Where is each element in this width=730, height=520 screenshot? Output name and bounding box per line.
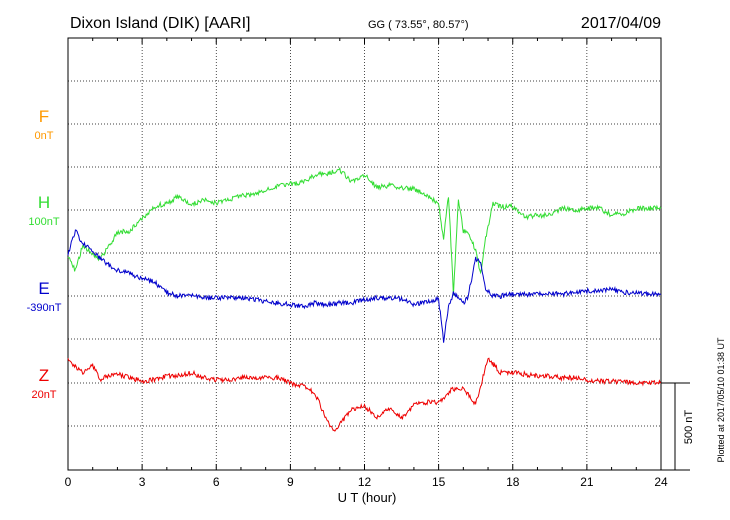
- series-name-h: H: [38, 193, 50, 212]
- x-tick-label: 24: [654, 475, 668, 489]
- plot-date: 2017/04/09: [581, 15, 661, 32]
- series-baseline-f: 0nT: [35, 130, 54, 142]
- series-line-e: [67, 229, 662, 343]
- series-lines: [67, 166, 662, 432]
- x-tick-label: 21: [580, 475, 594, 489]
- series-baseline-e: -390nT: [27, 302, 62, 314]
- series-labels: F 0nT H 100nT E -390nT Z 20nT: [27, 107, 62, 401]
- axis-ticks: [67, 38, 662, 470]
- x-tick-label: 3: [139, 475, 146, 489]
- x-axis-label: U T (hour): [338, 490, 397, 505]
- x-tick-label: 0: [65, 475, 72, 489]
- series-baseline-z: 20nT: [31, 389, 56, 401]
- x-tick-label: 18: [506, 475, 520, 489]
- scale-bar: 500 nT: [661, 382, 695, 471]
- x-tick-labels: 0 3 6 9 12 15 18 21 24: [65, 475, 668, 489]
- station-coords: GG ( 73.55°, 80.57°): [368, 19, 469, 31]
- plotted-timestamp: Plotted at 2017/05/10 01:38 UT: [716, 337, 726, 463]
- x-tick-label: 9: [287, 475, 294, 489]
- series-name-z: Z: [39, 366, 49, 385]
- station-title: Dixon Island (DIK) [AARI]: [70, 15, 251, 32]
- scale-bar-label: 500 nT: [683, 410, 695, 445]
- x-tick-label: 6: [213, 475, 220, 489]
- grid-lines: [68, 38, 661, 470]
- series-line-z: [67, 357, 662, 432]
- x-tick-label: 15: [432, 475, 446, 489]
- x-tick-label: 12: [358, 475, 372, 489]
- series-name-e: E: [38, 279, 49, 298]
- series-name-f: F: [39, 107, 49, 126]
- series-line-h: [67, 166, 662, 296]
- series-baseline-h: 100nT: [28, 216, 59, 228]
